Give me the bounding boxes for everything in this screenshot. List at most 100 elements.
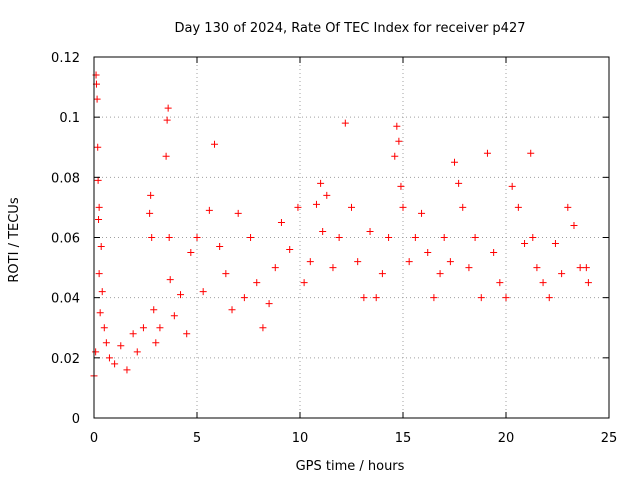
y-tick-label: 0.12 [51,51,80,66]
data-point [446,258,454,266]
data-point [508,182,516,190]
data-point [117,342,125,350]
data-point [440,234,448,241]
data-point [514,203,522,211]
data-point [582,264,590,272]
data-point [152,339,160,347]
data-point [97,243,105,251]
data-point [164,104,172,112]
data-point [411,234,419,241]
data-point [94,143,102,151]
data-point [317,179,325,187]
data-point [378,270,386,278]
x-tick-label: 5 [193,431,201,446]
data-point [430,294,438,302]
data-point [558,270,566,278]
data-point [253,279,261,287]
data-point [102,339,110,347]
data-point [95,270,103,278]
data-point [222,270,230,278]
data-point [148,234,156,241]
data-point [335,234,343,241]
data-point [234,209,242,217]
x-tick-label: 25 [601,431,618,446]
data-point [570,221,578,229]
data-point [312,200,320,208]
data-point [92,348,100,356]
x-tick-labels: 0 5 10 15 20 25 [90,431,617,446]
data-point [418,209,426,217]
y-tick-label: 0.06 [51,232,80,247]
data-point [576,264,584,272]
data-point [294,203,302,211]
data-point [129,330,137,338]
data-point [166,276,174,284]
data-point [147,191,155,199]
data-point [216,243,224,251]
data-point [385,234,393,241]
data-point [177,291,185,299]
data-point [228,306,236,314]
data-point [477,294,485,302]
data-point [277,218,285,226]
data-point [483,149,491,157]
data-point [496,279,504,287]
data-point [123,366,131,374]
data-point [187,249,195,257]
data-point [133,348,141,356]
data-point [163,116,171,124]
y-axis-label: ROTI / TECUs [7,197,22,282]
data-point [286,246,294,254]
data-point [271,264,279,272]
data-point [100,324,108,332]
data-point [490,249,498,257]
data-point [139,324,147,332]
data-point [341,119,349,127]
data-point [459,203,467,211]
data-point [240,294,248,302]
data-point [95,215,103,223]
data-point [94,176,102,184]
chart-title: Day 130 of 2024, Rate Of TEC Index for r… [175,21,526,36]
data-point [105,354,113,362]
data-point [405,258,413,266]
data-point [502,294,510,302]
data-point [360,294,368,302]
data-point [111,360,119,368]
data-point [424,249,432,257]
data-point [366,227,374,235]
data-point [584,279,592,287]
x-tick-label: 0 [90,431,98,446]
data-point [465,264,473,272]
data-point [150,306,158,314]
data-point [539,279,547,287]
y-tick-label: 0.08 [51,171,80,186]
axis-ticks [93,56,610,419]
data-point [551,240,559,248]
x-tick-label: 20 [498,431,515,446]
data-point [259,324,267,332]
data-point [96,309,104,317]
data-point [165,234,173,241]
data-point [529,234,537,241]
data-point [348,203,355,211]
data-point [265,300,273,308]
y-tick-label: 0.02 [51,352,80,367]
data-point [247,234,255,241]
data-point [395,137,403,145]
data-point [306,258,314,266]
data-point [399,203,407,211]
data-point [156,324,164,332]
data-point [323,191,331,199]
data-point [527,149,535,157]
data-point [354,258,362,266]
data-point [329,264,337,272]
data-point [397,182,405,190]
data-point [564,203,572,211]
data-point [319,227,327,235]
x-axis-label: GPS time / hours [296,459,405,474]
y-tick-labels: 0 0.02 0.04 0.06 0.08 0.1 0.12 [51,51,80,427]
data-points [90,71,592,380]
data-point [211,140,219,148]
